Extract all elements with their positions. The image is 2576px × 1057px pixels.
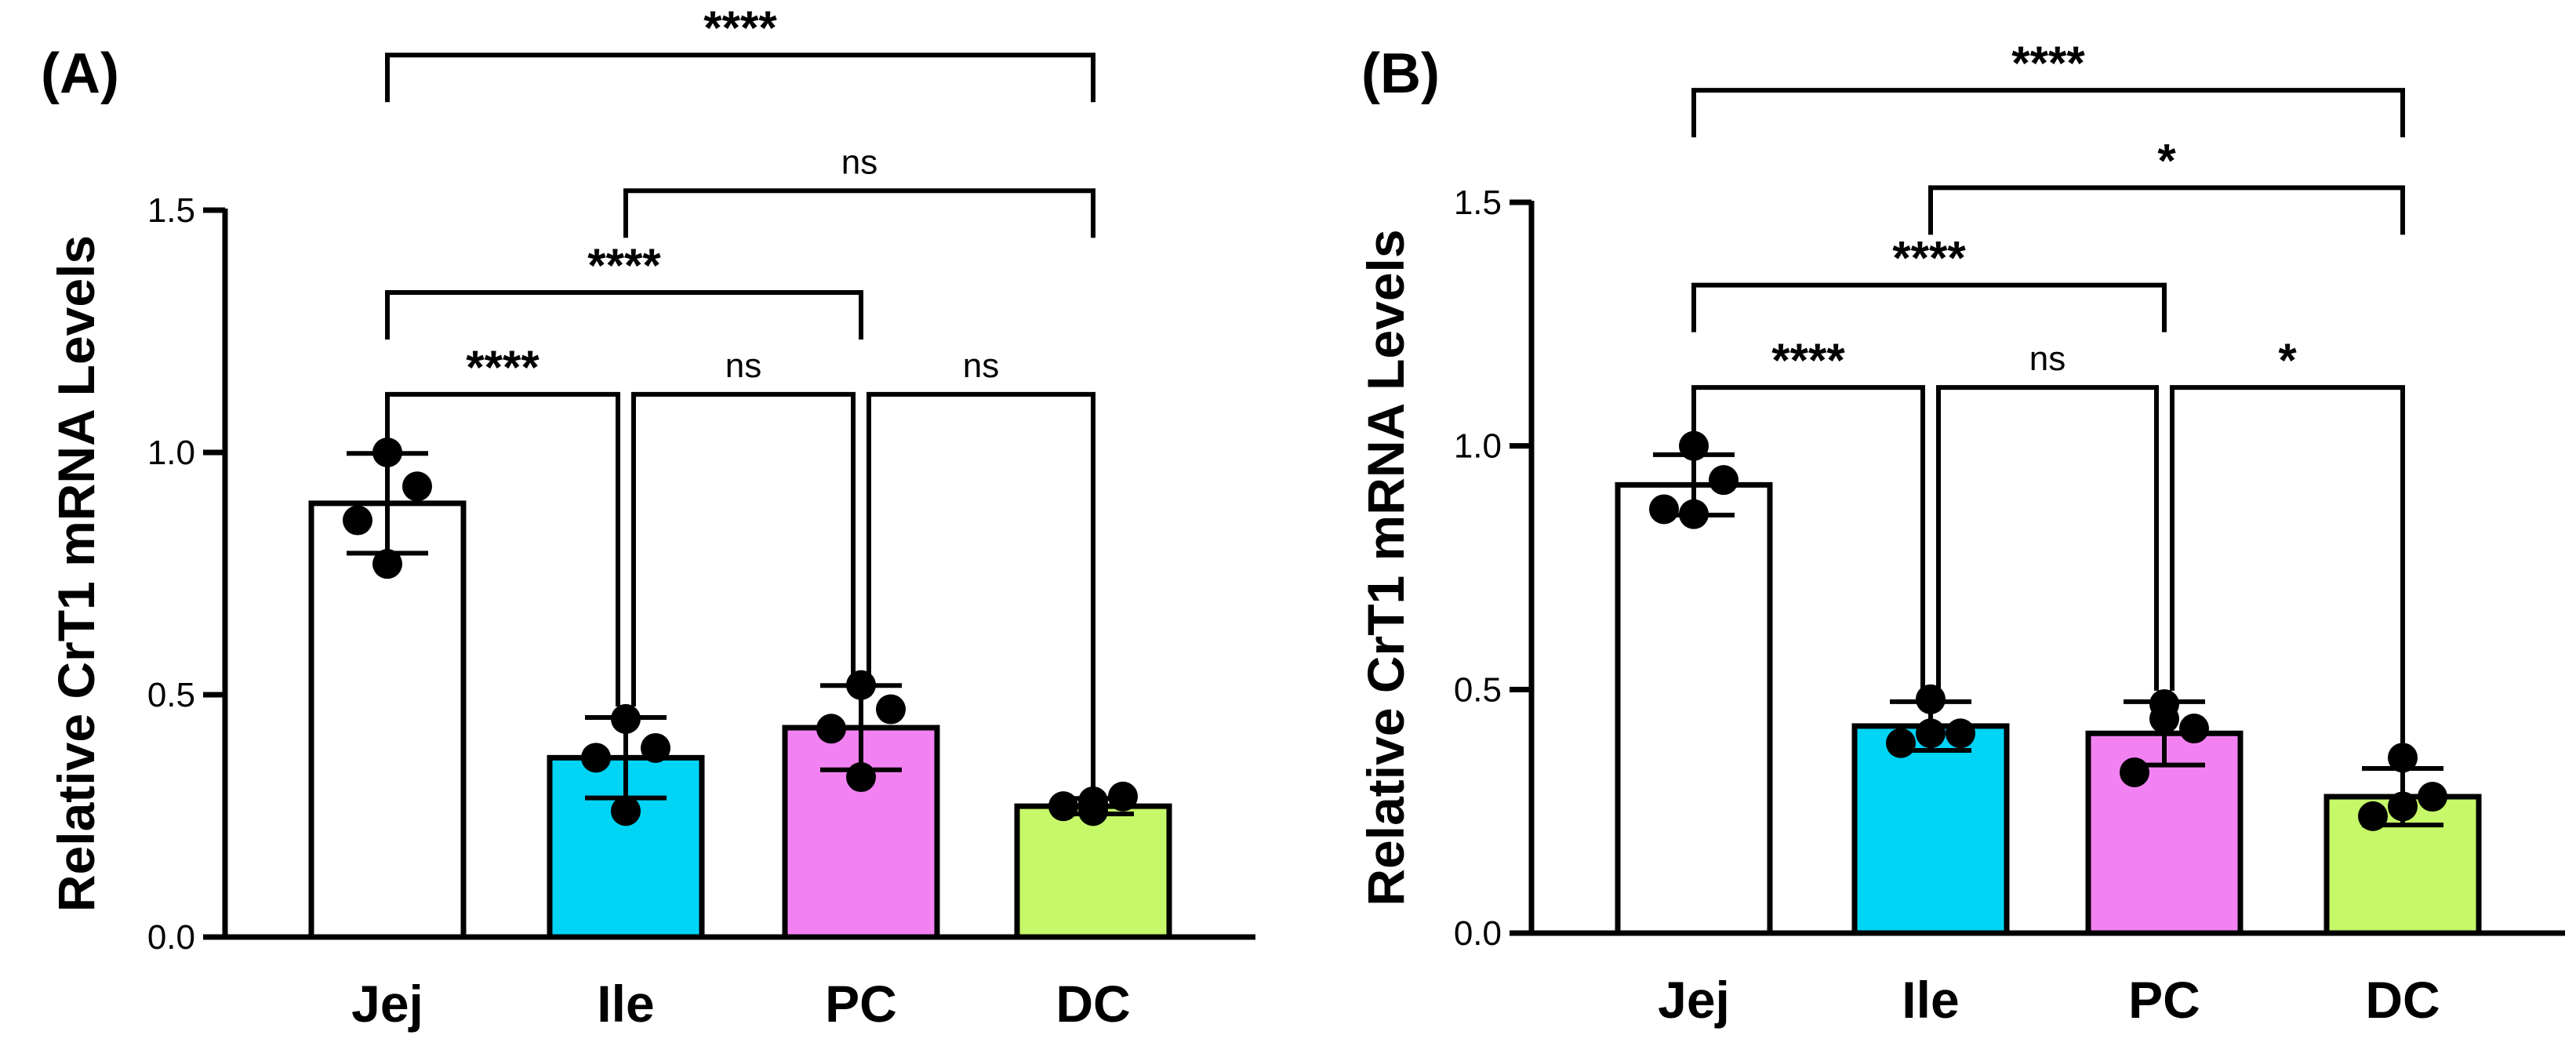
data-point [1916, 718, 1946, 749]
significance-label: ns [2029, 340, 2066, 378]
panel-a: (A) Relative CrT1 mRNA Levels 0.0 0.5 1.0 1.5… [41, 2, 1255, 1033]
significance-bracket [385, 290, 863, 340]
data-point [876, 694, 906, 725]
data-point [402, 471, 432, 502]
data-point [2388, 743, 2418, 773]
data-point [1886, 728, 1916, 758]
data-point [2388, 791, 2418, 822]
data-point [372, 438, 402, 467]
y-tick-label: 0.0 [147, 918, 195, 957]
bar-jej [1615, 481, 1773, 936]
significance-label: **** [1771, 334, 1845, 387]
significance-bracket [2170, 385, 2405, 757]
x-tick-label-pc: PC [825, 975, 897, 1033]
x-tick-label-jej: Jej [351, 975, 423, 1033]
data-point [1108, 781, 1138, 812]
data-point [1679, 430, 1709, 461]
x-tick-label-dc: DC [1055, 975, 1130, 1033]
data-point [2179, 714, 2209, 744]
significance-bracket [385, 391, 620, 707]
y-tick-label: 1.0 [1454, 427, 1502, 466]
significance-bracket [385, 53, 1095, 103]
significance-label: **** [1892, 232, 1966, 285]
significance-label: **** [2011, 37, 2085, 89]
panel-label: (B) [1361, 42, 1440, 105]
y-axis-label: Relative CrT1 mRNA Levels [1357, 229, 1415, 906]
data-point [641, 732, 670, 763]
bar-ile [1851, 723, 2010, 936]
panel-label: (A) [41, 42, 119, 105]
data-point [1916, 684, 1946, 714]
y-tick-label: 0.5 [1454, 670, 1502, 709]
data-point [1048, 791, 1078, 822]
significance-label: **** [587, 239, 661, 292]
significance-bracket [631, 391, 856, 707]
data-point [372, 549, 402, 579]
panel-b: (B) Relative CrT1 mRNA Levels 0.0 0.5 1.0 1.5… [1357, 37, 2565, 1029]
y-tick-label: 1.5 [1454, 183, 1502, 222]
data-point [581, 743, 611, 773]
data-point [611, 796, 641, 826]
y-tick-label: 1.5 [147, 191, 195, 230]
data-point [1679, 499, 1709, 529]
data-point [816, 714, 846, 744]
data-point [846, 670, 876, 700]
y-tick-label: 0.5 [147, 676, 195, 714]
x-tick-label-dc: DC [2365, 971, 2440, 1029]
y-axis-label: Relative CrT1 mRNA Levels [47, 235, 105, 912]
data-point [2120, 757, 2149, 787]
data-point [1946, 718, 1975, 749]
x-tick-label-jej: Jej [1658, 971, 1730, 1029]
significance-bracket [867, 391, 1095, 788]
data-point [2418, 782, 2447, 812]
significance-label: **** [703, 2, 777, 54]
x-tick-label-ile: Ile [1902, 971, 1959, 1029]
significance-bracket [623, 188, 1095, 238]
data-point [611, 703, 641, 734]
y-tick-label: 1.0 [147, 434, 195, 472]
significance-bracket [1691, 282, 2167, 332]
data-point [343, 505, 372, 536]
significance-bracket [1936, 385, 2159, 691]
data-point [1078, 786, 1108, 816]
x-tick-label-pc: PC [2128, 971, 2200, 1029]
data-point [1649, 494, 1679, 525]
significance-label: * [2157, 134, 2176, 187]
data-point [2358, 801, 2388, 831]
significance-bracket [1691, 385, 1925, 691]
x-tick-label-ile: Ile [597, 975, 654, 1033]
data-point [846, 762, 876, 793]
significance-label: ns [841, 143, 877, 181]
significance-label: ns [963, 347, 999, 385]
significance-bracket [1691, 88, 2405, 138]
data-point [2149, 703, 2179, 734]
significance-label: ns [725, 347, 761, 385]
data-point [1709, 465, 1739, 496]
y-tick-label: 0.0 [1454, 914, 1502, 953]
significance-label: **** [466, 341, 540, 394]
significance-bracket [1928, 185, 2405, 235]
significance-label: * [2278, 334, 2297, 387]
